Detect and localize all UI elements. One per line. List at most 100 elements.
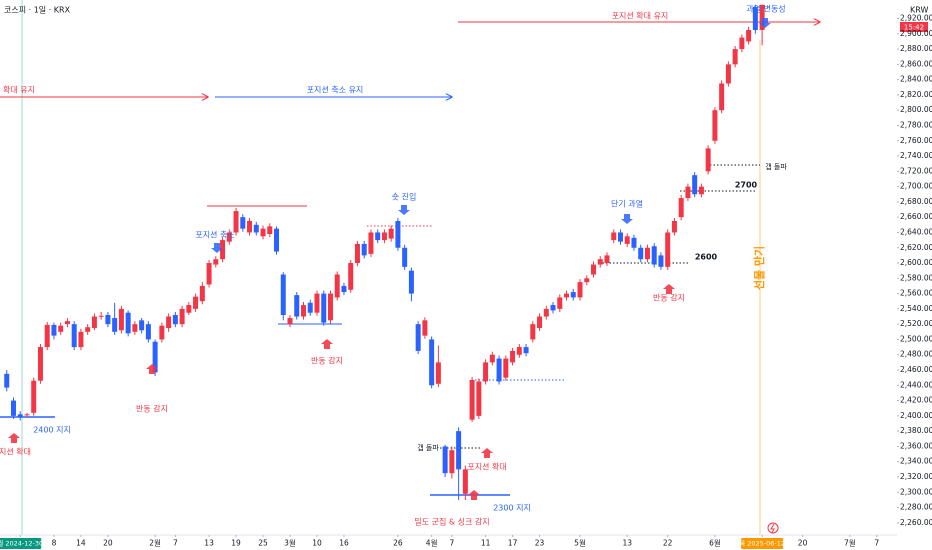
annotation: 포지션 확대 <box>467 462 506 472</box>
y-tick-label: 2,740.00 <box>900 151 932 160</box>
candle-body <box>125 312 131 334</box>
candle-body <box>422 320 428 336</box>
arrow <box>759 18 771 28</box>
y-tick-label: 2,920.00 <box>900 14 932 23</box>
candle-body <box>604 255 610 264</box>
annotations: 포지션 확대 유지 과열 변동성 포지션 확대 유지 포지션 축소 유지 포지션… <box>0 4 787 527</box>
candle-body <box>206 263 212 285</box>
candle-body <box>712 110 718 141</box>
candle-body <box>496 358 502 382</box>
candle-body <box>665 232 671 267</box>
candle-body <box>523 347 529 354</box>
candle-body <box>213 259 219 265</box>
candle-body <box>543 308 549 317</box>
x-tick-label: 10 <box>312 539 322 548</box>
arrow <box>8 433 20 443</box>
candle-body <box>456 431 462 470</box>
candle-body <box>611 232 617 241</box>
candle-body <box>530 324 536 340</box>
arrow <box>621 214 633 224</box>
candle-body <box>118 308 124 331</box>
annotation: 반동 감지 <box>653 293 685 303</box>
candle-body <box>98 315 104 317</box>
candle-body <box>24 414 30 416</box>
candle-body <box>671 221 677 233</box>
candle-body <box>145 324 151 340</box>
y-tick-label: 2,440.00 <box>900 380 932 389</box>
x-tick-label: 11 <box>481 539 491 548</box>
y-tick-label: 2,700.00 <box>900 182 932 191</box>
candle-body <box>105 314 111 325</box>
candle-body <box>247 221 253 233</box>
annotation: 2300 지지 <box>493 504 531 513</box>
event-icon <box>770 523 775 534</box>
annotation: 포지션 확대 유지 <box>0 85 35 95</box>
arrow <box>481 448 493 458</box>
candle-body <box>348 263 354 290</box>
y-tick-label: 2,860.00 <box>900 59 932 68</box>
candle-body <box>321 293 327 323</box>
candle-body <box>186 305 192 313</box>
arrow <box>468 490 480 500</box>
candle-body <box>240 217 246 229</box>
candle-body <box>678 198 684 218</box>
y-tick-label: 2,340.00 <box>900 457 932 466</box>
y-tick-label: 2,660.00 <box>900 212 932 221</box>
x-tick-label: 7 <box>874 539 879 548</box>
y-tick-label: 2,460.00 <box>900 365 932 374</box>
x-tick-label: 14 <box>76 539 86 548</box>
candle-body <box>692 175 698 195</box>
annotation: 포지션 확대 <box>0 447 31 457</box>
y-tick-label: 2,820.00 <box>900 90 932 99</box>
x-tick-label: 5월 <box>574 538 586 548</box>
candle-body <box>233 211 239 233</box>
y-tick-label: 2,560.00 <box>900 289 932 298</box>
annotation: 반동 감지 <box>136 404 168 414</box>
arrow <box>321 339 333 349</box>
candle-body <box>334 274 340 298</box>
x-tick-label: 목 2025-06-12 <box>739 540 785 548</box>
candle-body <box>732 49 738 65</box>
x-tick-label: 7 <box>449 539 454 548</box>
y-tick-label: 2,320.00 <box>900 472 932 481</box>
y-tick-label: 2,760.00 <box>900 136 932 145</box>
candle-body <box>381 232 387 241</box>
annotation: 과열 변동성 <box>746 4 785 14</box>
y-tick-label: 2,360.00 <box>900 441 932 450</box>
candle-body <box>739 37 745 50</box>
annotation: 포지션 확대 유지 <box>612 11 669 21</box>
candle-body <box>685 186 691 199</box>
candle-body <box>624 236 630 244</box>
candles <box>4 4 765 500</box>
y-tick-label: 2,640.00 <box>900 227 932 236</box>
candle-body <box>287 318 293 325</box>
y-tick-label: 2,620.00 <box>900 243 932 252</box>
annotation: 2600 <box>695 253 718 262</box>
x-tick-label: 6월 <box>709 538 721 548</box>
x-tick-label: 26 <box>393 539 403 548</box>
annotation: 갭 돌파 <box>765 162 787 171</box>
price-tag-box <box>900 22 928 32</box>
candle-body <box>510 350 516 363</box>
candle-body <box>44 324 50 348</box>
candle-body <box>469 379 475 420</box>
y-tick-label: 2,380.00 <box>900 426 932 435</box>
annotation: 반동 감지 <box>311 356 343 366</box>
annotation: 포지션 축소 유지 <box>307 85 364 95</box>
currency: KRW <box>910 6 928 15</box>
arrow <box>398 205 410 215</box>
candle-body <box>489 354 495 363</box>
annotation: 2400 지지 <box>33 426 71 435</box>
candle-body <box>91 316 97 328</box>
candle-body <box>408 270 414 294</box>
candle-body <box>537 316 543 328</box>
candle-body <box>550 305 556 311</box>
candle-body <box>483 362 489 382</box>
candle-body <box>368 232 374 254</box>
x-tick-label: 16 <box>339 539 349 548</box>
candle-body <box>388 228 394 239</box>
candle-body <box>698 186 704 195</box>
arrow <box>663 284 675 294</box>
candle-body <box>617 232 623 242</box>
